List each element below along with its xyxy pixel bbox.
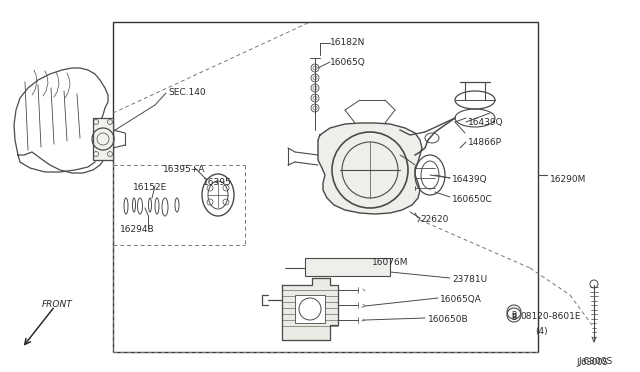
Text: 16439Q: 16439Q <box>452 175 488 184</box>
Text: 23781U: 23781U <box>452 275 487 284</box>
Text: 16395+A: 16395+A <box>163 165 205 174</box>
Text: 16294B: 16294B <box>120 225 155 234</box>
Bar <box>305 258 390 276</box>
Text: (4): (4) <box>535 327 548 336</box>
Text: B: B <box>511 314 516 323</box>
Text: 160650C: 160650C <box>452 195 493 204</box>
Text: 14866P: 14866P <box>468 138 502 147</box>
Polygon shape <box>318 123 422 214</box>
Text: SEC.140: SEC.140 <box>168 88 205 97</box>
Text: J.6300S: J.6300S <box>576 358 607 367</box>
Text: 08120-8601E: 08120-8601E <box>520 312 580 321</box>
Bar <box>93 118 113 160</box>
Text: FRONT: FRONT <box>42 300 73 309</box>
Text: 16182N: 16182N <box>330 38 365 47</box>
Text: 16395: 16395 <box>203 178 232 187</box>
Text: B: B <box>511 311 516 320</box>
Text: J.6300S: J.6300S <box>578 357 612 366</box>
Text: 16152E: 16152E <box>133 183 167 192</box>
Text: 16290M: 16290M <box>550 175 586 184</box>
Text: 22620: 22620 <box>420 215 449 224</box>
Bar <box>295 295 325 323</box>
Text: 16439Q: 16439Q <box>468 118 504 127</box>
Polygon shape <box>282 278 338 340</box>
Text: 160650B: 160650B <box>428 315 468 324</box>
Text: 16076M: 16076M <box>372 258 408 267</box>
Text: 16065Q: 16065Q <box>330 58 365 67</box>
Bar <box>113 22 538 352</box>
Text: 16065QA: 16065QA <box>440 295 482 304</box>
